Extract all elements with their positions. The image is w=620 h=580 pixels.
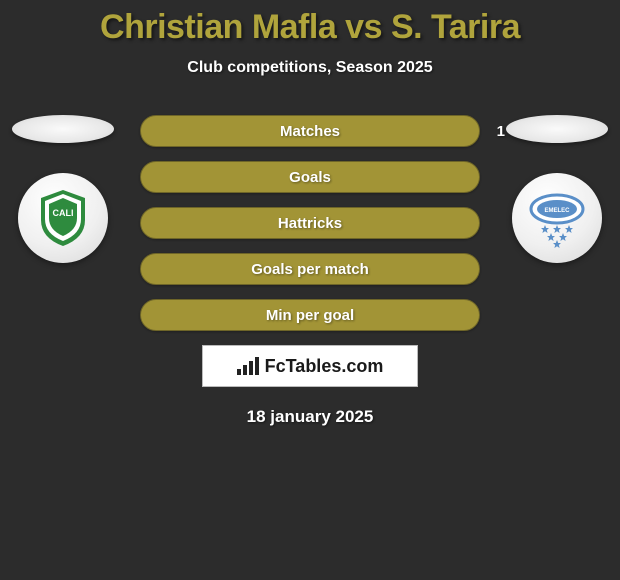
player-left-avatar [12,115,114,143]
page-title: Christian Mafla vs S. Tarira [0,8,620,47]
team-badge-left: CALI [18,173,108,263]
stats-column: Matches 1 Goals Hattricks Goals per matc… [140,115,480,331]
subtitle: Club competitions, Season 2025 [0,59,620,77]
stat-row-goals: Goals [140,161,480,193]
svg-text:CALI: CALI [53,208,74,218]
comparison-panel: CALI EMELEC Match [0,115,620,331]
bar-chart-icon [237,357,259,375]
stat-label: Matches [280,123,340,140]
player-right-avatar [506,115,608,143]
emelec-icon: EMELEC [522,183,592,253]
fctables-logo: FcTables.com [202,345,418,387]
footer-brand-text: FcTables.com [265,356,384,377]
stat-row-gpm: Goals per match [140,253,480,285]
deportivo-cali-icon: CALI [31,186,95,250]
player-left-column: CALI [8,115,118,263]
stat-label: Min per goal [266,307,354,324]
svg-text:EMELEC: EMELEC [544,208,570,214]
player-right-column: EMELEC [502,115,612,263]
stat-value-right: 1 [497,123,505,140]
team-badge-right: EMELEC [512,173,602,263]
stat-row-mpg: Min per goal [140,299,480,331]
date: 18 january 2025 [0,407,620,427]
stat-label: Goals per match [251,261,369,278]
stat-row-hattricks: Hattricks [140,207,480,239]
stat-label: Hattricks [278,215,342,232]
stat-label: Goals [289,169,331,186]
stat-row-matches: Matches 1 [140,115,480,147]
